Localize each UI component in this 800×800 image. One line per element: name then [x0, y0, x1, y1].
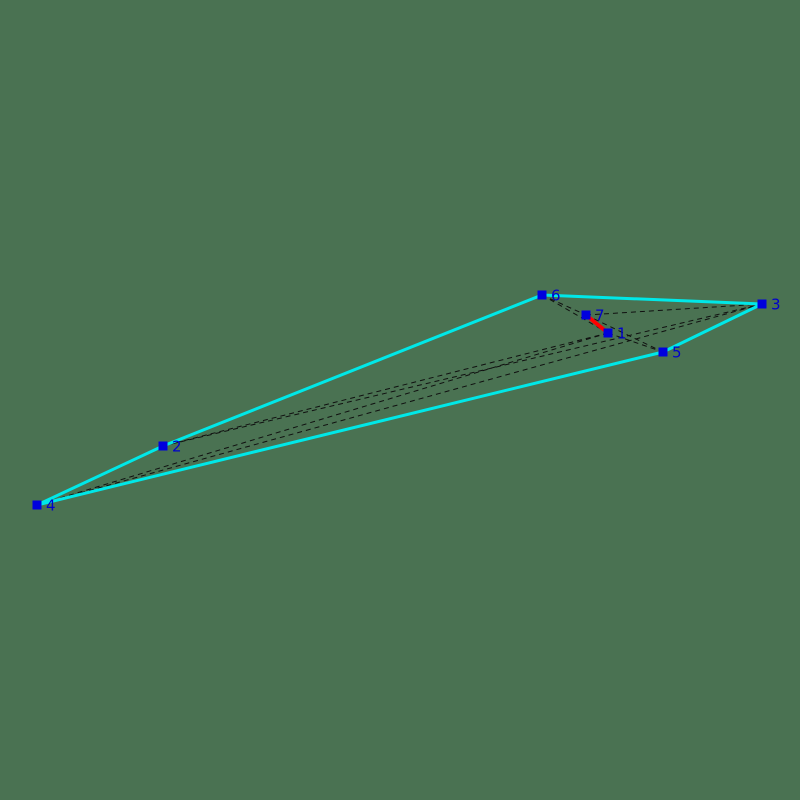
graph-edge-1-4	[36, 332, 609, 506]
solid-edge-layer	[36, 293, 763, 507]
graph-edge-6-1	[541, 294, 609, 334]
graph-edge-6-3	[541, 293, 763, 306]
graph-edge-6-7	[541, 294, 587, 316]
graph-node-1[interactable]	[603, 328, 613, 338]
graph-node-label-2: 2	[172, 438, 182, 456]
graph-edge-1-2	[162, 332, 609, 447]
graph-edge-3-5	[662, 302, 763, 354]
graph-node-label-1: 1	[617, 325, 627, 343]
graph-node-label-3: 3	[771, 296, 781, 314]
graph-node-6[interactable]	[537, 290, 547, 300]
dashed-edge-layer	[36, 294, 763, 506]
graph-node-3[interactable]	[757, 299, 767, 309]
node-label-layer: 1 2 3 4 5 6 7	[46, 287, 781, 515]
graph-node-label-7: 7	[595, 307, 605, 325]
graph-node-label-4: 4	[46, 497, 56, 515]
graph-edge-2-3	[162, 303, 763, 447]
graph-edge-7-3	[585, 303, 763, 316]
graph-edge-4-3	[36, 303, 763, 506]
graph-edge-2-6	[162, 293, 543, 448]
node-layer	[32, 290, 767, 510]
graph-edge-4-2	[36, 444, 164, 507]
graph-node-4[interactable]	[32, 500, 42, 510]
graph-edge-5-4	[36, 350, 664, 507]
graph-node-5[interactable]	[658, 347, 668, 357]
graph-edge-1-5	[607, 332, 664, 353]
graph-node-label-5: 5	[672, 344, 682, 362]
graph-node-label-6: 6	[551, 287, 561, 305]
graph-node-2[interactable]	[158, 441, 168, 451]
graph-node-7[interactable]	[581, 310, 591, 320]
